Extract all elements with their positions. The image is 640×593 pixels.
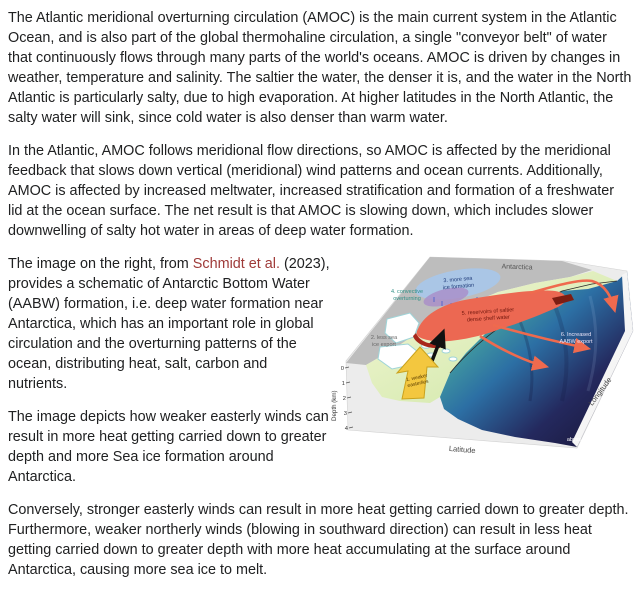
paragraph-text: Conversely, stronger easterly winds can …	[8, 502, 629, 578]
label-less-sea-ice-export: 2. less sea ice export	[371, 335, 398, 348]
svg-text:easterlies: easterlies	[407, 379, 430, 389]
shelf-surface-water	[366, 271, 617, 403]
antarctica-label: Antarctica	[501, 263, 532, 271]
latitude-axis-label: Latitude	[449, 444, 476, 455]
aabw-diagram: Antarctica 3. more sea ice formation 4. …	[331, 256, 634, 455]
depth-axis: 0 1 2 3 4 Depth (km)	[331, 366, 354, 432]
aabw-schematic-figure: Antarctica 3. more sea ice formation 4. …	[330, 251, 640, 465]
svg-text:1: 1	[342, 381, 345, 387]
label-more-sea-ice-formation: 3. more sea ice formation	[443, 276, 475, 292]
svg-text:4. convective: 4. convective	[391, 289, 423, 295]
paragraph-text: (2023), provides a schematic of Antarcti…	[8, 256, 330, 392]
paragraph-text: The image on the right, from	[8, 256, 193, 272]
svg-text:AABW export: AABW export	[559, 339, 592, 345]
svg-text:overturning: overturning	[393, 296, 421, 302]
ridge-texture	[518, 320, 534, 402]
plot-box-right-wall	[572, 272, 633, 447]
paragraph-stronger-easterlies: Conversely, stronger easterly winds can …	[8, 500, 632, 580]
abyss-label: abyss	[567, 437, 582, 443]
schmidt-reference-link[interactable]: Schmidt et al.	[192, 256, 280, 272]
paragraph-amoc-meridional: In the Atlantic, AMOC follows meridional…	[8, 141, 632, 241]
svg-text:ice formation: ice formation	[443, 283, 475, 292]
paragraph-amoc-intro: The Atlantic meridional overturning circ…	[8, 8, 632, 128]
paragraph-weaker-easterlies: The image depicts how weaker easterly wi…	[8, 407, 330, 487]
ridge-texture	[586, 295, 598, 392]
label-convective-overturning: 4. convective overturning	[391, 289, 423, 302]
svg-text:5. reservoirs of saltier: 5. reservoirs of saltier	[461, 307, 514, 317]
svg-text:4: 4	[345, 426, 349, 432]
label-weaker-easterlies: 1. weaker easterlies	[406, 373, 430, 389]
svg-text:3. more sea: 3. more sea	[443, 276, 473, 285]
svg-text:2. less sea: 2. less sea	[371, 335, 398, 341]
label-aabw-export: 6. Increased AABW export	[559, 332, 592, 345]
paragraph-text: The image depicts how weaker easterly wi…	[8, 409, 329, 485]
svg-text:ice export: ice export	[372, 342, 396, 348]
paragraph-figure-description: The image on the right, from Schmidt et …	[8, 254, 330, 394]
paragraph-text: The Atlantic meridional overturning circ…	[8, 10, 632, 126]
depth-axis-label: Depth (km)	[331, 390, 338, 421]
sea-ice-formation-blob	[415, 268, 501, 309]
svg-text:2: 2	[343, 396, 346, 402]
svg-text:1. weaker: 1. weaker	[406, 373, 429, 383]
paragraph-text: In the Atlantic, AMOC follows meridional…	[8, 143, 615, 239]
svg-text:6. Increased: 6. Increased	[561, 332, 591, 338]
aabw-export-arrows	[479, 279, 619, 371]
convective-overturning-arrow	[429, 328, 446, 362]
svg-text:0: 0	[341, 366, 344, 372]
weaker-easterlies-arrow	[395, 346, 440, 400]
svg-text:3: 3	[344, 411, 347, 417]
label-reservoirs: 5. reservoirs of saltier dense shelf wat…	[461, 307, 514, 323]
ridge-texture	[553, 305, 569, 402]
svg-text:dense shelf water: dense shelf water	[467, 314, 511, 323]
